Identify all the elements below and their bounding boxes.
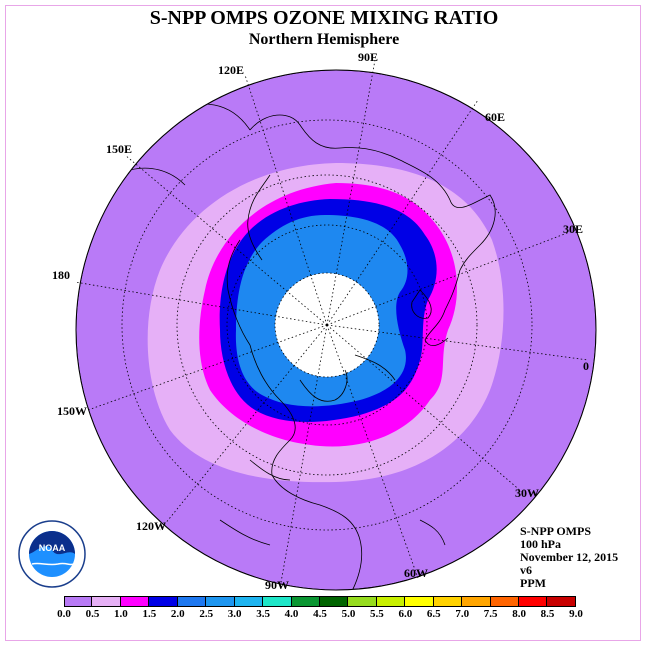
- figure-frame: [5, 5, 641, 641]
- colorbar-tick-label: 4.0: [284, 608, 299, 620]
- lon-label-90e: 90E: [358, 50, 379, 64]
- noaa-logo-text: NOAA: [39, 543, 66, 553]
- lon-label-60e: 60E: [485, 110, 506, 124]
- lon-label-120w: 120W: [136, 519, 166, 533]
- lon-label-0: 0: [583, 359, 589, 373]
- info-units: PPM: [520, 576, 546, 590]
- colorbar-swatch: [319, 596, 349, 607]
- colorbar-swatch: [490, 596, 519, 607]
- colorbar-tick-label: 8.5: [540, 608, 555, 620]
- colorbar-swatch: [92, 596, 121, 607]
- colorbar-swatch: [64, 596, 93, 607]
- lon-label-150e: 150E: [106, 142, 133, 156]
- colorbar-tick-label: 0.5: [85, 608, 100, 620]
- lon-label-60w: 60W: [404, 566, 428, 580]
- colorbar-tick-label: 6.0: [398, 608, 413, 620]
- colorbar-tick-label: 2.0: [170, 608, 185, 620]
- colorbar-swatch: [120, 596, 150, 607]
- colorbar-tick-label: 7.5: [483, 608, 498, 620]
- graticule: [74, 59, 589, 589]
- colorbar-tick-label: 8.0: [512, 608, 526, 620]
- colorbar-tick-label: 3.5: [256, 608, 270, 620]
- info-level: 100 hPa: [520, 537, 562, 551]
- lon-label-120e: 120E: [218, 63, 245, 77]
- colorbar-swatch: [234, 596, 264, 607]
- colorbar-tick-label: 5.5: [370, 608, 384, 620]
- colorbar-swatch: [405, 596, 434, 607]
- colorbar-tick-label: 2.5: [199, 608, 214, 620]
- map-border: [75, 69, 597, 591]
- lon-label-150w: 150W: [57, 404, 87, 418]
- lon-label-180: 180: [52, 268, 70, 282]
- colorbar-swatch: [149, 596, 178, 607]
- info-instrument: S-NPP OMPS: [520, 524, 591, 538]
- map-title: S-NPP OMPS OZONE MIXING RATIO: [149, 7, 499, 29]
- colorbar-swatch: [462, 596, 491, 607]
- info-version: v6: [520, 563, 532, 577]
- colorbar-tick-label: 1.5: [142, 608, 157, 620]
- colorbar-swatch: [519, 596, 548, 607]
- colorbar-swatch: [177, 596, 207, 607]
- lon-label-30e: 30E: [563, 222, 584, 236]
- info-date: November 12, 2015: [520, 550, 619, 564]
- colorbar-tick-label: 7.0: [455, 608, 470, 620]
- colorbar-tick-label: 3.0: [227, 608, 242, 620]
- noaa-logo: NOAA: [18, 520, 86, 588]
- colorbar-tick-label: 4.5: [313, 608, 327, 620]
- colorbar-swatch: [206, 596, 235, 607]
- map-subtitle: Northern Hemisphere: [248, 31, 400, 48]
- colorbar-tick-label: 0.0: [57, 608, 71, 620]
- colorbar-swatch: [263, 596, 292, 607]
- colorbar-tick-label: 9.0: [569, 608, 583, 620]
- colorbar-tick-label: 5.0: [341, 608, 356, 620]
- lon-label-90w: 90W: [265, 578, 289, 592]
- coastlines: [129, 103, 496, 590]
- colorbar-swatch: [547, 596, 576, 607]
- colorbar-swatch: [291, 596, 320, 607]
- colorbar-swatch: [348, 596, 377, 607]
- lon-label-30w: 30W: [515, 486, 539, 500]
- colorbar-tick-label: 6.5: [426, 608, 441, 620]
- colorbar-tick-label: 1.0: [114, 608, 128, 620]
- colorbar-swatch: [376, 596, 406, 607]
- colorbar: [64, 596, 576, 607]
- colorbar-swatch: [433, 596, 463, 607]
